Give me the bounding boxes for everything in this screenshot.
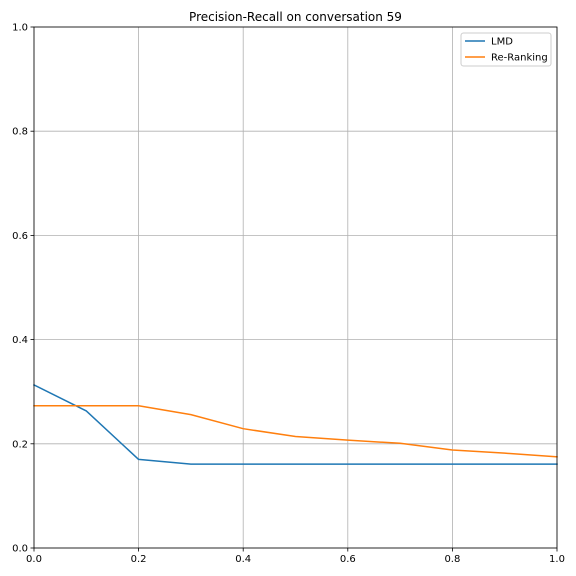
axes-frame — [33, 26, 558, 549]
y-tick-label: 0.6 — [12, 231, 28, 242]
series-line-lmd — [32, 383, 558, 465]
y-tick-label: 0.0 — [12, 544, 28, 555]
x-tick-label: 1.0 — [549, 554, 565, 565]
x-tick-label: 0.0 — [26, 554, 42, 565]
plot-area — [34, 27, 557, 548]
y-tick-label: 0.4 — [12, 335, 28, 346]
axis-ticks: 0.0 0.2 0.4 0.6 0.8 1.0 0.0 0.2 0.4 0.6 0.8 1.0 — [12, 23, 565, 566]
y-tick-label: 1.0 — [12, 23, 28, 34]
x-tick-label: 0.2 — [131, 554, 147, 565]
x-tick-label: 0.8 — [444, 554, 460, 565]
series-lines — [32, 383, 558, 465]
legend: LMD Re-Ranking — [460, 32, 552, 67]
y-tick-label: 0.8 — [12, 127, 28, 138]
x-tick-label: 0.6 — [340, 554, 356, 565]
legend-label-re-ranking: Re-Ranking — [491, 53, 548, 64]
legend-label-lmd: LMD — [491, 37, 513, 48]
x-tick-label: 0.4 — [235, 554, 251, 565]
series-line-re-ranking — [33, 405, 558, 458]
chart-title: Precision-Recall on conversation 59 — [189, 10, 402, 24]
y-tick-label: 0.2 — [12, 439, 28, 450]
